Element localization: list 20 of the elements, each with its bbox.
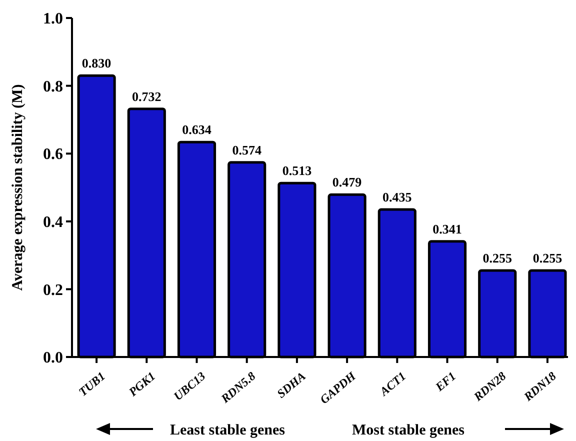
y-tick-label: 0.2 [43, 282, 63, 299]
y-tick-label: 1.0 [43, 10, 63, 28]
data-label: 0.513 [282, 163, 312, 178]
data-label: 0.634 [182, 122, 212, 138]
y-tick-label: 0.8 [43, 78, 63, 96]
data-label: 0.479 [332, 174, 362, 190]
data-label: 0.435 [382, 190, 412, 205]
data-label: 0.255 [532, 250, 563, 266]
text: Least stable genes [170, 422, 286, 438]
y-axis-title: Average expression stability (M) [10, 84, 26, 291]
data-label: 0.341 [432, 221, 462, 236]
data-label: 0.255 [482, 250, 512, 266]
y-tick-label: 0.4 [43, 214, 63, 231]
data-label: 0.574 [232, 142, 262, 158]
data-label: 0.830 [82, 56, 112, 71]
text: Most stable genes [352, 422, 465, 438]
x-tick-label: EF1 [432, 369, 459, 395]
data-label: 0.732 [132, 88, 162, 104]
y-tick-label: 0.6 [43, 146, 63, 164]
y-tick-label: 0.0 [43, 350, 63, 367]
